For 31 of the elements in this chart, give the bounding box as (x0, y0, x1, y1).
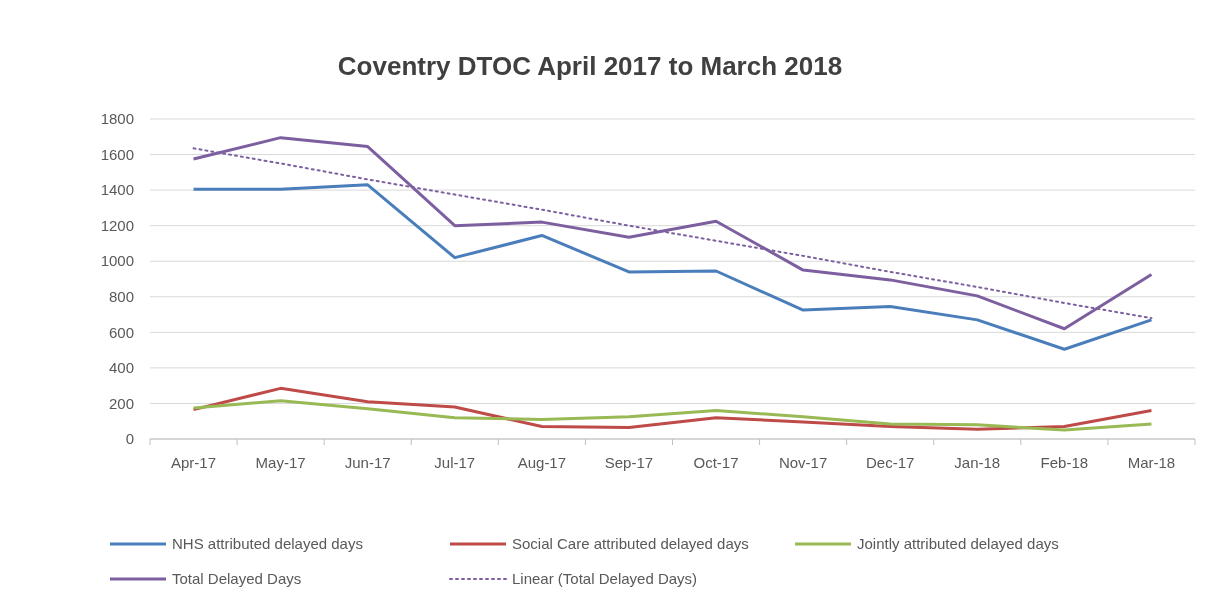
x-tick-label: Nov-17 (778, 454, 828, 471)
y-tick-label: 200 (108, 394, 134, 412)
y-tick-label: 1800 (100, 110, 134, 128)
legend-label: NHS attributed delayed days (172, 535, 363, 553)
legend-label: Social Care attributed delayed days (512, 535, 749, 553)
legend-label: Jointly attributed delayed days (857, 535, 1059, 553)
x-tick-label: Sep-17 (604, 454, 654, 471)
line-series (192, 183, 1153, 351)
y-tick-label: 400 (108, 359, 134, 377)
legend-label: Linear (Total Delayed Days) (512, 570, 698, 588)
y-tick-label: 800 (108, 288, 134, 306)
x-tick-label: Feb-18 (1040, 454, 1089, 471)
line-series (192, 399, 1153, 432)
x-tick-label: Jan-18 (954, 454, 1001, 471)
y-tick-label: 600 (108, 323, 134, 341)
legend-label: Total Delayed Days (172, 570, 302, 588)
x-tick-label: Dec-17 (866, 454, 915, 471)
y-tick-label: 1400 (100, 181, 134, 199)
x-tick-label: Aug-17 (517, 454, 567, 471)
x-tick-label: Oct-17 (693, 454, 739, 471)
y-tick-label: 1000 (100, 252, 134, 270)
x-tick-label: Apr-17 (171, 454, 217, 471)
chart-title: Coventry DTOC April 2017 to March 2018 (337, 51, 843, 81)
y-tick-label: 1200 (100, 216, 134, 234)
y-tick-label: 1600 (100, 145, 134, 163)
x-tick-label: May-17 (255, 454, 306, 471)
x-tick-label: Mar-18 (1127, 454, 1176, 471)
x-tick-label: Jul-17 (434, 454, 476, 471)
x-tick-label: Jun-17 (344, 454, 391, 471)
y-tick-label: 0 (125, 430, 134, 448)
line-series (192, 386, 1153, 431)
